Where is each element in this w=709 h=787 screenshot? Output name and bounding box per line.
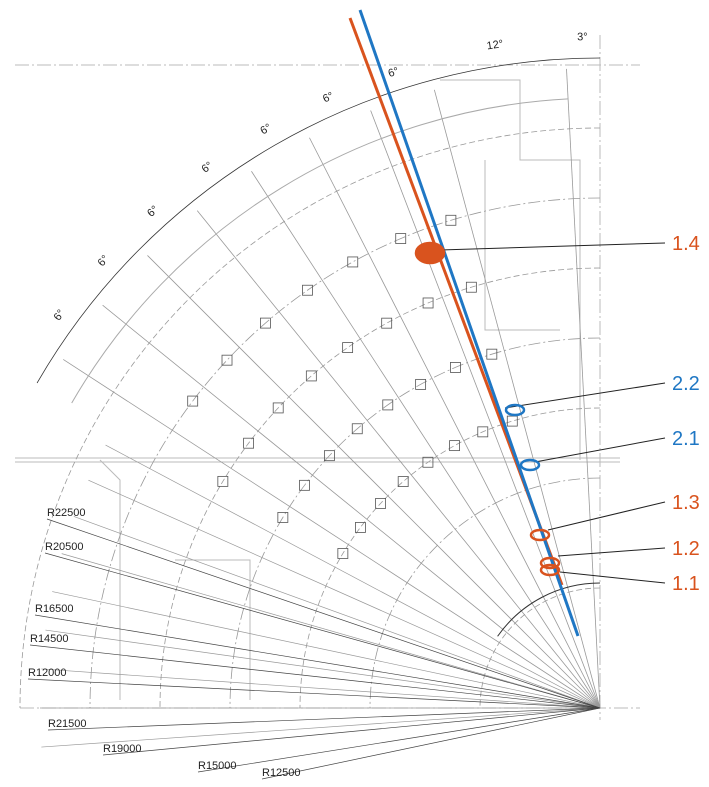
leader — [103, 708, 600, 755]
ray — [147, 255, 600, 708]
callout-label: 2.1 — [672, 428, 700, 450]
radial — [88, 480, 600, 708]
callout-leader — [548, 502, 665, 530]
angle-label: 6° — [96, 253, 112, 269]
angle-label: 6° — [52, 308, 68, 324]
outer-arc — [72, 99, 568, 403]
frame — [15, 35, 640, 720]
leader — [47, 519, 600, 708]
ray — [434, 90, 600, 708]
angle-label: 6° — [145, 204, 161, 220]
dim-arc — [37, 58, 600, 383]
grid-node — [348, 257, 358, 267]
radial — [41, 708, 600, 747]
leader — [262, 708, 600, 779]
callout-leader — [558, 548, 665, 556]
radius-label: R14500 — [30, 633, 69, 645]
angle-label: 6° — [200, 160, 216, 176]
grid-node — [355, 522, 365, 532]
inner-arc — [498, 583, 600, 636]
leader — [48, 708, 600, 730]
radial — [45, 630, 600, 708]
radius-label: R15000 — [198, 760, 237, 772]
angle-label: 6° — [387, 65, 401, 80]
ray — [197, 211, 600, 708]
radius-label: R12000 — [28, 667, 67, 679]
leader — [30, 645, 600, 708]
ray — [103, 305, 600, 708]
angle-label: 6° — [321, 90, 336, 105]
callout-leader — [505, 383, 665, 408]
callout-label: 2.2 — [672, 373, 700, 395]
grid-node — [343, 343, 353, 353]
drawing: 3° 12° 6° 6° 6° 6° 6° 6° 6° R22500 R20500 R16500 R14… — [0, 0, 709, 787]
grid-node — [450, 441, 460, 451]
angle-label: 6° — [258, 122, 273, 138]
angle-label: 12° — [486, 38, 504, 52]
callout-label: 1.2 — [672, 538, 700, 560]
callout-leader — [440, 243, 665, 250]
ray — [309, 138, 600, 708]
radius-label: R21500 — [48, 718, 87, 730]
angle-label: 3° — [577, 31, 588, 43]
callout-leader — [560, 572, 665, 583]
callout-label: 1.3 — [672, 492, 700, 514]
radius-label: R19000 — [103, 743, 142, 755]
marker — [416, 243, 444, 263]
ray — [63, 359, 600, 708]
grid-node — [382, 318, 392, 328]
radius-label: R16500 — [35, 603, 74, 615]
radial — [41, 669, 600, 708]
radius-label: R12500 — [262, 767, 301, 779]
blue-line — [360, 10, 578, 636]
radius-label: R20500 — [45, 541, 84, 553]
grid-node — [507, 416, 517, 426]
ray — [567, 69, 600, 708]
callout-label: 1.4 — [672, 233, 700, 255]
radius-label: R22500 — [47, 507, 86, 519]
callout-label: 1.1 — [672, 573, 700, 595]
radial — [52, 592, 600, 708]
